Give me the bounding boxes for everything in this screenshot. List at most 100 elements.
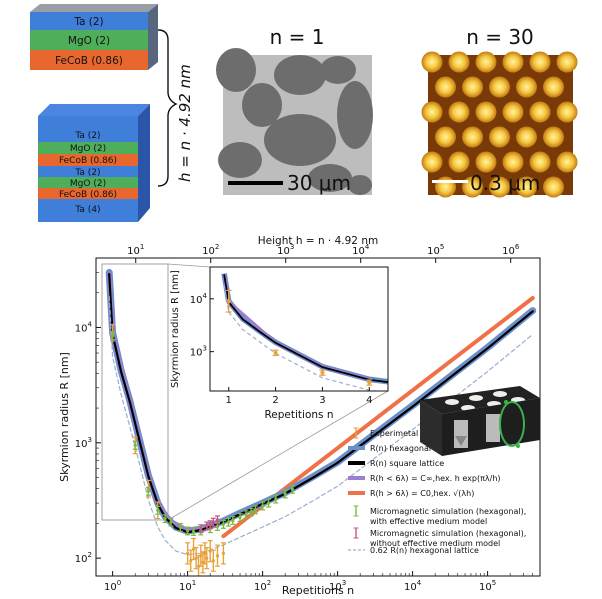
point-marker [186, 529, 190, 533]
chart-points [110, 323, 295, 576]
data-point [207, 520, 213, 530]
inset-series-line [223, 274, 388, 384]
point-marker [231, 518, 235, 523]
data-point [191, 527, 197, 537]
point-marker [163, 517, 167, 521]
inset-x-tick-label: 1 [226, 395, 232, 406]
data-point [198, 544, 204, 567]
zoom-connector-bottom [167, 390, 389, 521]
data-point [132, 440, 138, 450]
top-tick-label: 106 [502, 243, 520, 257]
data-point [210, 549, 216, 572]
afm-skyrmion [543, 176, 564, 198]
afm-skyrmion [462, 126, 483, 148]
data-point [220, 542, 226, 565]
point-marker [156, 508, 160, 512]
scale-label-n30: 0.3 μm [470, 171, 540, 195]
afm-skyrmion [529, 151, 551, 173]
data-point [220, 519, 226, 529]
data-point [248, 507, 254, 517]
data-point [252, 505, 258, 515]
scale-bar-n30 [432, 180, 468, 183]
afm-skyrmion [502, 101, 524, 123]
inset-data-point [366, 379, 373, 386]
afm-skyrmion [556, 51, 578, 73]
data-point [273, 494, 279, 504]
point-marker [283, 492, 287, 496]
legend-label: R(n) square lattice [370, 459, 444, 468]
point-marker [226, 520, 231, 524]
point-marker [169, 520, 173, 524]
data-point [145, 486, 151, 496]
stack-layer-1: Ta (2) [74, 131, 100, 141]
micrograph-n30-skyrmions [421, 51, 578, 198]
data-point [191, 537, 197, 561]
x-tick-label: 101 [179, 579, 196, 593]
series-line [107, 272, 220, 533]
x-tick-label: 105 [479, 579, 496, 593]
afm-skyrmion [448, 51, 470, 73]
point-marker [205, 524, 209, 528]
point-marker [266, 501, 271, 505]
scale-bar-n1 [228, 181, 283, 185]
point-marker [274, 497, 278, 501]
point-marker [238, 515, 242, 520]
afm-skyrmion [502, 51, 524, 73]
point-marker [146, 489, 151, 493]
afm-skyrmion [502, 151, 524, 173]
top-tick-label: 105 [427, 243, 444, 257]
multilayer-stack: Ta (2) MgO (2) FeCoB (0.86) Ta (2) MgO (… [38, 104, 150, 222]
point-marker [221, 522, 226, 527]
x-tick-label: 104 [404, 579, 422, 593]
data-point [289, 484, 295, 494]
data-point [214, 515, 220, 525]
point-marker [186, 551, 190, 555]
x-tick-label: 103 [329, 579, 346, 593]
stack-layer-7: Ta (4) [74, 205, 100, 215]
data-point [188, 549, 194, 572]
inset-x-label: Repetitions n [264, 409, 333, 421]
afm-skyrmion [448, 151, 470, 173]
inset-point-marker [273, 350, 278, 355]
afm-skyrmion [529, 51, 551, 73]
data-point [177, 522, 183, 532]
inset-x-tick-label: 2 [272, 395, 278, 406]
data-point [185, 542, 191, 565]
data-point [168, 517, 174, 527]
legend-entry: Micromagnetic simulation (hexagonal), wit… [353, 527, 526, 548]
afm-skyrmion [489, 76, 510, 98]
afm-skyrmion [543, 126, 564, 148]
point-marker [249, 510, 253, 514]
data-point [260, 501, 266, 511]
top-tick-label: 103 [277, 243, 294, 257]
inset-frame [209, 266, 389, 392]
point-marker [201, 560, 205, 564]
y-tick-label: 102 [75, 551, 92, 565]
afm-skyrmion [556, 151, 578, 173]
stack-top-layer-1: Ta (2) [73, 16, 103, 28]
legend-entry: R(h > 6λ) = C0,hex. √(λh) [348, 489, 474, 498]
point-marker [199, 527, 203, 531]
legend-label: R(n) hexagonal lattice [370, 444, 459, 453]
legend-label: Micromagnetic simulation (hexagonal), wit… [370, 507, 526, 526]
top-axis-label: Height h = n · 4.92 nm [258, 235, 378, 247]
inset-x-tick-label: 4 [366, 395, 372, 406]
stack-top-layer-3: FeCoB (0.86) [55, 55, 123, 67]
data-point [204, 547, 210, 570]
stack-top-layer-2: MgO (2) [68, 35, 110, 47]
afm-skyrmion [489, 176, 510, 198]
legend-entry: R(n) square lattice [348, 459, 444, 468]
afm-skyrmion [435, 76, 456, 98]
data-point [207, 539, 213, 563]
data-point [162, 514, 168, 524]
panel-n1-title: n = 1 [270, 25, 325, 49]
legend-label: Micromagnetic simulation (hexagonal), wit… [370, 529, 526, 548]
data-point [198, 524, 204, 534]
point-marker [244, 513, 248, 517]
afm-skyrmion [556, 101, 578, 123]
inset-data-point [225, 289, 232, 313]
data-point [225, 517, 231, 527]
height-brace [157, 29, 178, 187]
inset-point-marker [367, 380, 372, 385]
